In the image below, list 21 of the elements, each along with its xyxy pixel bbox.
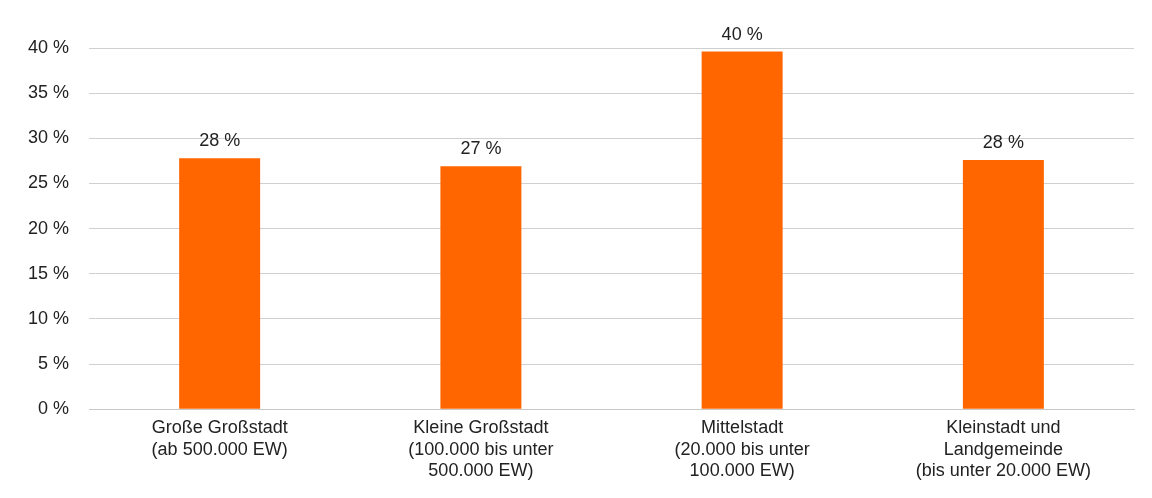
x-tick-label: Große Großstadt (ab 500.000 EW) bbox=[151, 416, 288, 459]
bar bbox=[962, 159, 1044, 409]
y-tick-label: 0 % bbox=[38, 398, 70, 419]
y-tick-label: 5 % bbox=[38, 353, 70, 374]
y-tick-label: 30 % bbox=[28, 127, 70, 148]
data-label: 40 % bbox=[721, 23, 763, 44]
x-tick-label: Kleinstadt und Landgemeinde (bis unter 20.000 EW) bbox=[915, 416, 1091, 481]
data-label: 27 % bbox=[460, 138, 502, 159]
y-tick-label: 35 % bbox=[28, 82, 70, 103]
bar bbox=[440, 166, 522, 409]
y-tick-label: 10 % bbox=[28, 307, 70, 328]
bar bbox=[179, 158, 261, 409]
x-tick-label: Kleine Großstadt (100.000 bis unter 500.000 EW) bbox=[408, 416, 554, 481]
x-tick-label: Mittelstadt (20.000 bis unter 100.000 EW) bbox=[674, 416, 810, 481]
y-tick-label: 20 % bbox=[28, 217, 70, 238]
y-tick-label: 15 % bbox=[28, 262, 70, 283]
data-label: 28 % bbox=[199, 130, 241, 151]
bar bbox=[701, 51, 783, 409]
y-tick-label: 40 % bbox=[28, 36, 70, 57]
y-tick-label: 25 % bbox=[28, 172, 70, 193]
data-label: 28 % bbox=[982, 131, 1024, 152]
